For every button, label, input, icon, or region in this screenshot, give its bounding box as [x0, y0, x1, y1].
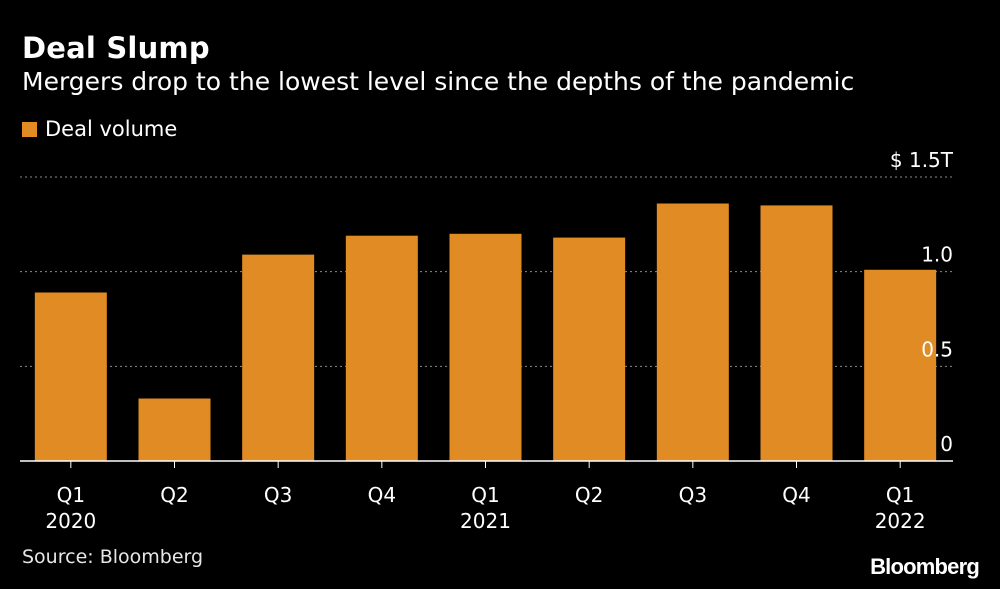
x-year-label: 2022 [875, 509, 926, 533]
x-tick-label: Q1 [886, 483, 914, 507]
y-tick-label: 1.0 [921, 243, 953, 267]
x-year-label: 2020 [45, 509, 96, 533]
bar [656, 203, 729, 462]
x-year-label: 2021 [460, 509, 511, 533]
bar [864, 269, 937, 461]
x-tick-label: Q3 [264, 483, 292, 507]
legend-label: Deal volume [45, 117, 178, 141]
y-tick-label: $ 1.5T [890, 148, 954, 172]
bar [760, 205, 833, 461]
y-tick-label: 0.5 [921, 337, 953, 361]
legend: Deal volume [22, 117, 177, 141]
bar [242, 254, 315, 461]
x-tick-label: Q4 [368, 483, 396, 507]
x-tick-label: Q3 [679, 483, 707, 507]
bloomberg-logo: Bloomberg [870, 554, 980, 579]
x-tick-label: Q2 [160, 483, 188, 507]
bars [34, 203, 937, 462]
x-tick-label: Q4 [782, 483, 810, 507]
bar [34, 292, 107, 461]
y-tick-label: 0 [940, 432, 953, 456]
bar [345, 235, 418, 461]
x-tick-label: Q1 [57, 483, 85, 507]
bar [553, 237, 626, 461]
chart-subtitle: Mergers drop to the lowest level since t… [22, 67, 855, 96]
chart-title: Deal Slump [22, 31, 210, 65]
x-tick-label: Q1 [471, 483, 499, 507]
bar [138, 398, 211, 461]
legend-swatch [22, 121, 37, 137]
source-note: Source: Bloomberg [22, 546, 204, 568]
x-tick-label: Q2 [575, 483, 603, 507]
bar [449, 233, 522, 461]
